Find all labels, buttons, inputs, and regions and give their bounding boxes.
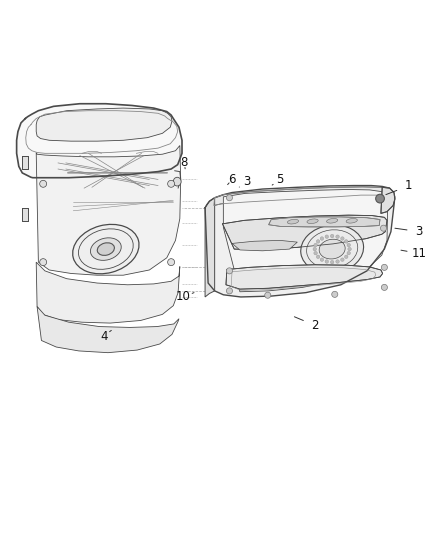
Polygon shape (381, 187, 395, 213)
Polygon shape (223, 189, 388, 292)
Circle shape (314, 252, 318, 255)
Circle shape (345, 255, 348, 259)
Circle shape (348, 247, 351, 251)
Polygon shape (36, 146, 181, 275)
Circle shape (40, 259, 47, 265)
Ellipse shape (327, 219, 338, 223)
Circle shape (330, 235, 334, 238)
Text: 10: 10 (176, 290, 191, 303)
Polygon shape (22, 156, 28, 168)
Polygon shape (232, 240, 297, 251)
Circle shape (336, 260, 339, 263)
Text: 3: 3 (244, 175, 251, 188)
Ellipse shape (307, 219, 318, 223)
Circle shape (226, 195, 233, 201)
Polygon shape (22, 208, 28, 221)
Text: 2: 2 (311, 319, 318, 332)
Ellipse shape (97, 243, 114, 255)
Circle shape (332, 292, 338, 297)
Text: 8: 8 (180, 156, 188, 168)
Circle shape (320, 258, 324, 261)
Circle shape (341, 258, 344, 261)
Ellipse shape (91, 238, 121, 260)
Circle shape (341, 237, 344, 240)
Circle shape (226, 288, 233, 294)
Ellipse shape (73, 224, 139, 274)
Circle shape (345, 240, 348, 243)
Circle shape (376, 194, 385, 203)
Text: 11: 11 (412, 247, 427, 260)
Circle shape (226, 268, 233, 274)
Text: 4: 4 (100, 329, 107, 343)
Circle shape (314, 244, 318, 247)
Ellipse shape (173, 177, 181, 186)
Circle shape (330, 261, 334, 264)
Circle shape (381, 284, 388, 290)
Circle shape (316, 240, 320, 243)
Ellipse shape (319, 239, 345, 259)
Text: 3: 3 (416, 225, 423, 238)
Circle shape (265, 292, 271, 298)
Circle shape (168, 180, 175, 187)
Circle shape (381, 264, 388, 270)
Circle shape (347, 244, 350, 247)
Text: 1: 1 (405, 180, 412, 192)
Circle shape (320, 237, 324, 240)
Circle shape (40, 180, 47, 187)
Circle shape (313, 247, 317, 251)
Circle shape (316, 255, 320, 259)
Polygon shape (205, 185, 395, 297)
Circle shape (168, 259, 175, 265)
Polygon shape (268, 217, 380, 227)
Circle shape (347, 252, 350, 255)
Polygon shape (17, 104, 182, 177)
Polygon shape (205, 198, 215, 297)
Polygon shape (36, 108, 172, 141)
Circle shape (336, 235, 339, 238)
Ellipse shape (287, 220, 299, 224)
Circle shape (325, 235, 328, 238)
Circle shape (381, 225, 387, 231)
Polygon shape (36, 262, 180, 323)
Ellipse shape (346, 219, 357, 223)
Text: 5: 5 (276, 173, 284, 186)
Ellipse shape (301, 225, 364, 273)
Text: 6: 6 (228, 173, 236, 186)
Circle shape (325, 260, 328, 263)
Polygon shape (223, 215, 387, 250)
Polygon shape (214, 187, 393, 206)
Polygon shape (37, 306, 179, 353)
Polygon shape (226, 265, 383, 289)
